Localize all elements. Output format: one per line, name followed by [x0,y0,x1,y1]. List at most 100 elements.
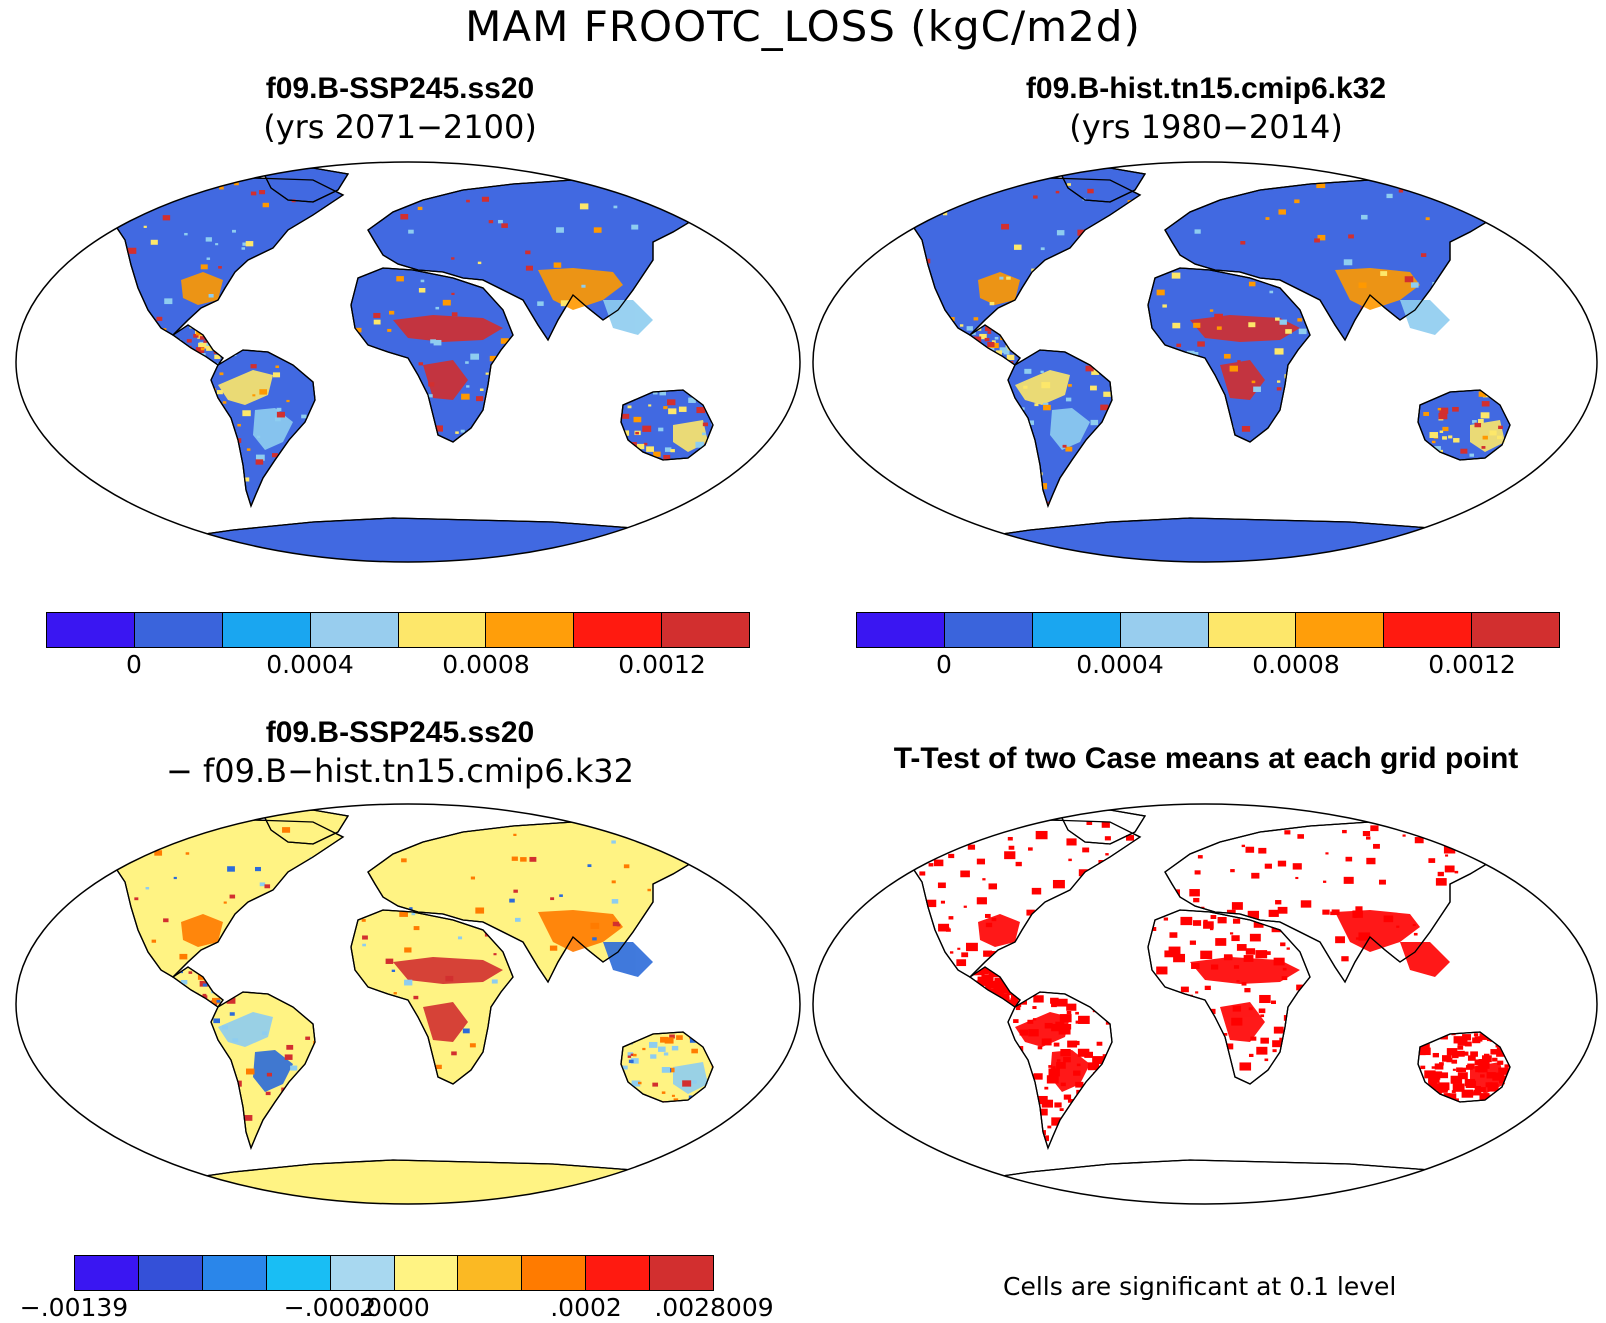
hotspot-region [673,1062,708,1094]
grid-cell [1325,852,1329,855]
colorbar-tick-label: 0.0012 [618,650,706,679]
grid-cell [241,247,246,250]
grid-cell [990,829,997,834]
grid-cell [1006,354,1015,361]
grid-cell [1300,900,1312,908]
colorbar-swatch [1472,613,1559,647]
grid-cell [1004,851,1016,860]
grid-cell [593,227,602,233]
grid-cell [1150,926,1157,931]
grid-cell [1194,229,1201,234]
grid-cell [612,921,620,927]
grid-cell [145,886,150,890]
grid-cell [1446,1048,1458,1056]
grid-cell [1223,954,1233,961]
grid-cell [667,399,676,406]
hotspot-region [393,315,503,342]
grid-cell [385,958,394,964]
grid-cell [179,953,188,960]
grid-cell [940,900,946,904]
grid-cell [259,882,266,887]
grid-cell [1231,1017,1243,1026]
grid-cell [259,190,266,195]
grid-cell [227,866,235,872]
grid-cell [1126,835,1135,841]
grid-cell [1467,1091,1474,1096]
grid-cell [163,328,167,331]
value-hotspots [181,910,708,1094]
grid-cell [1223,353,1231,359]
grid-cell [1203,921,1214,929]
grid-cell [1209,927,1214,931]
grid-cell [254,866,261,872]
grid-cell [592,180,597,184]
colorbar-swatch [486,613,575,647]
grid-cell [1343,876,1354,884]
coastline [97,177,345,336]
grid-cell [604,182,608,185]
grid-cell [250,191,257,196]
hotspot-region [1015,1012,1070,1047]
grid-cell [479,388,484,392]
grid-cell [435,306,440,310]
grid-cell [198,342,207,349]
map-panel-bottom-right [812,803,1598,1205]
grid-cell [993,989,1005,998]
grid-cell [1239,1062,1252,1071]
colorbar-swatch [138,1256,203,1290]
grid-cell [399,910,408,917]
grid-cell [673,1098,679,1102]
grid-cell [1420,253,1427,257]
grid-cell [549,945,558,951]
grid-cell [949,951,954,954]
grid-cell [1473,1033,1479,1037]
grid-cell [244,1115,253,1121]
grid-cell [1410,282,1419,288]
grid-cell [1230,869,1235,873]
grid-cell [1052,879,1065,889]
value-hotspots [181,268,708,452]
grid-cell [1271,1000,1276,1005]
grid-cell [1467,1063,1475,1069]
grid-cell [637,1081,642,1085]
grid-cell [1204,985,1211,991]
grid-cell [1443,1093,1451,1098]
grid-cell [232,229,236,233]
grid-cell [1047,1101,1053,1105]
hotspot-region [603,300,653,335]
grid-cell [1412,923,1416,927]
colorbar-swatch [650,1256,714,1290]
grid-cell [991,988,997,993]
grid-cell [1229,932,1234,935]
grid-cell [1163,917,1169,921]
colorbar-swatch [857,613,945,647]
grid-cell [994,989,998,992]
grid-cell [1241,982,1247,986]
colorbar-tick-label: 0.0004 [1076,650,1164,679]
grid-cell [1200,950,1213,960]
grid-cell [1162,304,1167,308]
grid-cell [627,405,632,409]
grid-cell [977,976,989,985]
hotspot-region [1050,408,1090,450]
grid-cell [1041,382,1051,389]
grid-cell [1023,385,1028,389]
coastline [1007,349,1113,508]
grid-cell [1378,879,1386,885]
grid-cell [1419,1043,1430,1051]
grid-cell [150,239,158,245]
grid-cell [1062,444,1067,448]
grid-cell [663,454,671,460]
grid-cell [202,993,207,997]
grid-cell [1478,1087,1486,1093]
grid-cell [1051,1117,1064,1126]
grid-cell [1063,1094,1072,1100]
grid-cell [1447,828,1452,832]
grid-cell [1275,900,1282,905]
grid-cell [1431,1066,1436,1069]
grid-cell [1078,1015,1090,1024]
grid-cell [959,324,964,327]
grid-cell [1224,1043,1234,1050]
grid-cell [206,257,211,260]
grid-cell [1448,435,1453,439]
